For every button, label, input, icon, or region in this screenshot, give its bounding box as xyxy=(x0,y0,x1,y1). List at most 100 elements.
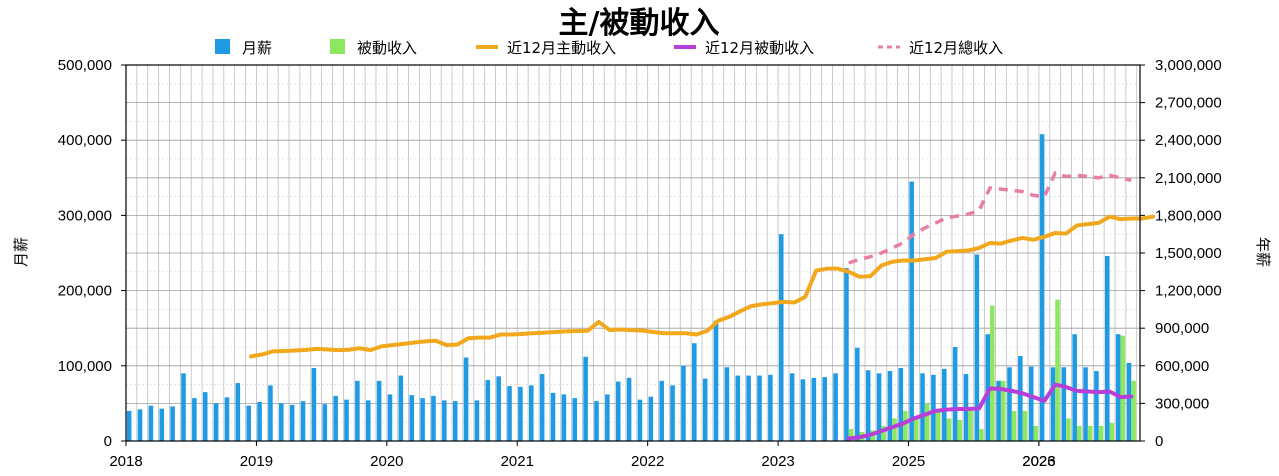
bar-monthly-salary xyxy=(974,254,980,441)
bar-monthly-salary xyxy=(572,398,578,441)
bar-monthly-salary xyxy=(376,380,382,441)
x-tick-label: 2021 xyxy=(501,453,534,470)
y-tick-label-right: 2,700,000 xyxy=(1155,95,1222,112)
bar-monthly-salary xyxy=(1039,134,1045,441)
bar-monthly-salary xyxy=(789,373,795,441)
bar-monthly-salary xyxy=(681,365,686,441)
bar-monthly-salary xyxy=(985,334,991,441)
legend-swatch xyxy=(215,39,230,54)
bar-monthly-salary xyxy=(420,398,425,441)
bar-monthly-salary xyxy=(398,375,404,441)
axes: 0 100,000 200,000 300,000 400,000 500,000 0 300… xyxy=(58,57,1222,470)
bar-monthly-salary xyxy=(268,385,273,441)
bar-monthly-salary xyxy=(442,400,447,441)
bar-monthly-salary xyxy=(724,367,730,441)
line-total-12m xyxy=(848,171,1132,265)
bar-monthly-salary xyxy=(605,394,610,441)
bar-monthly-salary xyxy=(1050,367,1056,441)
bar-passive-income xyxy=(881,425,886,441)
y-tick-label-right: 600,000 xyxy=(1155,358,1209,375)
bar-passive-income xyxy=(990,305,995,441)
bar-monthly-salary xyxy=(322,404,328,441)
x-tick-label: 2022 xyxy=(631,453,664,470)
bar-monthly-salary xyxy=(692,343,697,441)
x-tick-label: 2020 xyxy=(370,453,403,470)
bar-monthly-salary xyxy=(474,400,480,441)
bar-monthly-salary xyxy=(615,381,621,441)
x-tick-label: 2026 xyxy=(1022,453,1055,470)
bar-monthly-salary xyxy=(333,395,338,441)
bar-monthly-salary xyxy=(1115,334,1121,441)
bar-monthly-salary xyxy=(735,375,741,441)
y-tick-label-right: 900,000 xyxy=(1155,320,1209,337)
bar-passive-income xyxy=(913,418,919,441)
legend: 月薪 被動收入 近12月主動收入 近12月被動收入 近12月總收入 xyxy=(215,39,1003,57)
bar-monthly-salary xyxy=(637,399,643,441)
bar-monthly-salary xyxy=(996,380,1001,441)
bar-monthly-salary xyxy=(355,380,360,441)
bar-monthly-salary xyxy=(137,409,143,441)
bar-passive-income xyxy=(924,403,930,441)
bar-passive-income xyxy=(968,410,973,441)
bar-monthly-salary xyxy=(257,401,262,441)
y-tick-label-left: 100,000 xyxy=(58,358,112,375)
bar-monthly-salary xyxy=(181,373,186,441)
bar-passive-income xyxy=(1076,425,1082,441)
y-tick-label-right: 1,800,000 xyxy=(1155,207,1222,224)
bar-monthly-salary xyxy=(594,401,599,441)
y-tick-label-right: 3,000,000 xyxy=(1155,57,1222,74)
bar-monthly-salary xyxy=(246,405,251,441)
bars xyxy=(126,134,1136,441)
bar-monthly-salary xyxy=(778,234,784,441)
bar-monthly-salary xyxy=(1007,367,1012,441)
bar-monthly-salary xyxy=(941,368,947,441)
bar-monthly-salary xyxy=(170,406,175,441)
bar-monthly-salary xyxy=(931,374,936,441)
legend-label: 近12月主動收入 xyxy=(507,39,616,57)
bar-monthly-salary xyxy=(311,368,317,441)
bar-passive-income xyxy=(957,419,962,441)
bar-monthly-salary xyxy=(192,398,197,441)
y-tick-label-left: 500,000 xyxy=(58,57,112,74)
bar-monthly-salary xyxy=(213,403,219,441)
bar-monthly-salary xyxy=(365,400,371,441)
bar-monthly-salary xyxy=(702,378,708,441)
bar-monthly-salary xyxy=(876,373,882,441)
bar-monthly-salary xyxy=(202,392,208,441)
x-tick-label: 2023 xyxy=(1022,453,1055,470)
y-axis-label-right: 年薪 xyxy=(1254,237,1272,267)
bar-monthly-salary xyxy=(659,380,664,441)
bar-monthly-salary xyxy=(1105,256,1110,441)
bar-monthly-salary xyxy=(539,374,545,441)
bar-monthly-salary xyxy=(1126,362,1132,441)
bar-passive-income xyxy=(903,410,908,441)
bar-monthly-salary xyxy=(507,386,512,441)
bar-passive-income xyxy=(1033,425,1039,441)
legend-label: 月薪 xyxy=(242,39,272,57)
bar-monthly-salary xyxy=(409,395,415,441)
y-tick-label-left: 300,000 xyxy=(58,207,112,224)
line-active-12m xyxy=(248,214,1156,359)
bar-monthly-salary xyxy=(300,401,306,441)
bar-monthly-salary xyxy=(224,397,230,441)
y-tick-label-left: 200,000 xyxy=(58,283,112,300)
legend-swatch xyxy=(330,39,345,54)
bar-monthly-salary xyxy=(518,386,523,441)
bar-passive-income xyxy=(1000,380,1006,441)
bar-monthly-salary xyxy=(344,399,349,441)
bar-monthly-salary xyxy=(800,379,806,441)
bar-monthly-salary xyxy=(920,373,925,441)
bar-monthly-salary xyxy=(1028,366,1034,441)
bar-passive-income xyxy=(935,410,941,441)
y-tick-label-right: 2,100,000 xyxy=(1155,170,1222,187)
bar-monthly-salary xyxy=(148,405,154,441)
bar-monthly-salary xyxy=(952,347,958,441)
bar-passive-income xyxy=(946,418,952,441)
y-tick-label-right: 2,400,000 xyxy=(1155,132,1222,149)
bar-monthly-salary xyxy=(909,181,914,441)
bar-monthly-salary xyxy=(561,394,567,441)
bar-monthly-salary xyxy=(463,357,469,441)
bar-monthly-salary xyxy=(1061,367,1067,441)
bar-monthly-salary xyxy=(583,356,588,441)
